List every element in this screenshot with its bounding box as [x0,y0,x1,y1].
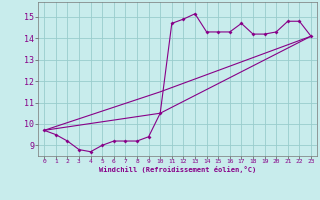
X-axis label: Windchill (Refroidissement éolien,°C): Windchill (Refroidissement éolien,°C) [99,166,256,173]
